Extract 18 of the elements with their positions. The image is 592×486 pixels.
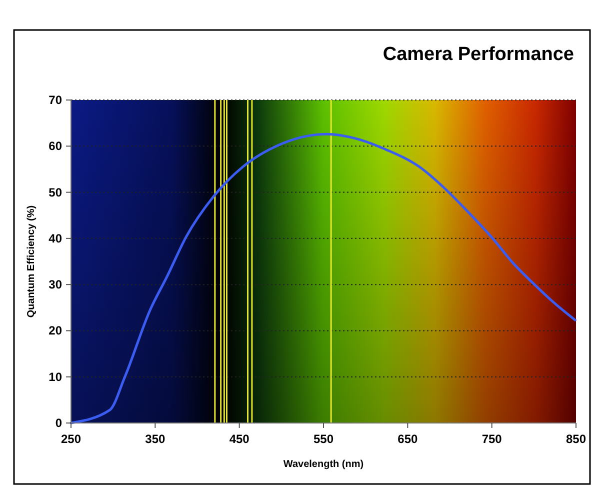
y-tick-label: 10 <box>48 370 62 384</box>
y-tick-label: 70 <box>48 93 62 107</box>
x-axis-title: Wavelength (nm) <box>283 459 364 470</box>
y-axis-title: Quantum Efficiency (%) <box>26 205 37 318</box>
y-tick-label: 40 <box>48 231 62 246</box>
x-tick-label: 450 <box>229 432 250 446</box>
chart-title: Camera Performance <box>382 44 574 65</box>
x-tick-label: 750 <box>482 432 502 446</box>
x-tick-label: 350 <box>145 432 166 446</box>
y-tick-label: 30 <box>48 278 62 292</box>
y-tick-label: 20 <box>48 324 62 338</box>
y-tick-label: 0 <box>55 416 62 430</box>
x-tick-label: 550 <box>313 432 334 446</box>
x-tick-label: 650 <box>398 432 418 446</box>
x-tick-label: 250 <box>60 432 82 446</box>
x-tick-label: 850 <box>566 432 586 446</box>
y-tick-label: 50 <box>48 185 62 200</box>
y-tick-label: 60 <box>48 139 62 154</box>
